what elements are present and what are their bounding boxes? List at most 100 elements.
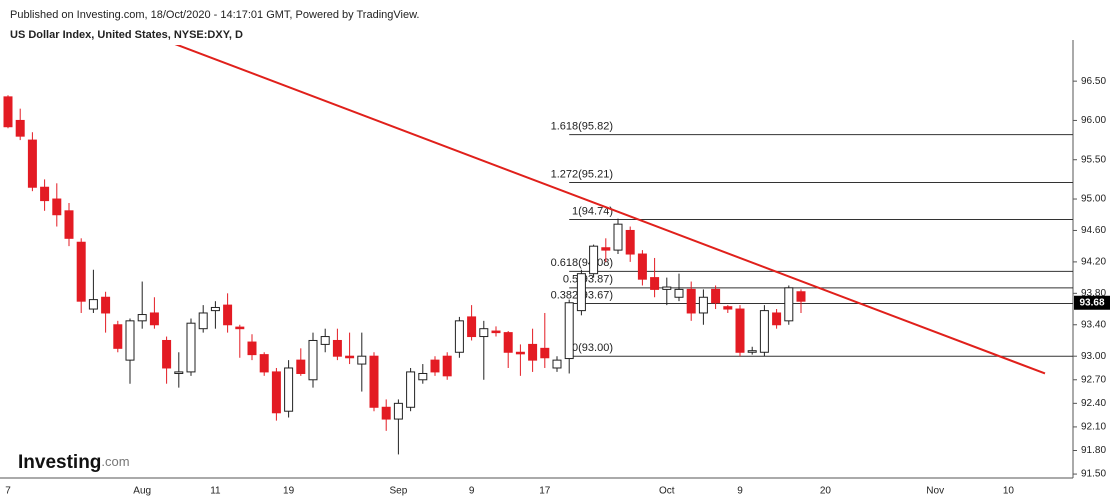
x-tick-label: Aug [133,486,151,497]
candle-body [430,359,440,373]
candle-body [784,287,794,322]
candle-body [686,288,696,314]
candle-body [589,245,599,275]
candle-body [406,371,416,408]
x-tick-label: 20 [820,486,832,497]
x-tick-label: 9 [469,486,475,497]
candle-body [418,372,428,381]
x-tick-label: Oct [659,486,675,497]
candle-body [296,359,306,374]
y-tick-label: 92.10 [1081,422,1106,433]
candle-body [369,355,379,408]
candle-body [759,310,769,353]
candle-body [772,312,782,326]
candle-body [235,326,245,330]
last-price-label: 93.68 [1079,297,1104,308]
chart-title: US Dollar Index, United States, NYSE:DXY… [10,29,243,41]
candle-body [467,316,477,338]
candle-body [735,308,745,353]
y-tick-label: 91.80 [1081,445,1106,456]
candle-body [27,139,37,188]
candle-body [491,330,501,334]
candle-body [674,288,684,298]
x-tick-label: 19 [283,486,295,497]
candle-body [3,96,13,128]
fib-label: 0.618(94.08) [551,257,613,269]
candle-body [625,229,635,255]
y-tick-label: 93.40 [1081,319,1106,330]
candle-body [137,314,147,322]
last-price-tag [1074,295,1110,310]
trendline [174,45,1046,375]
candle-body [381,406,391,420]
candle-body [479,328,489,338]
candle-body [88,299,98,310]
candle-body [162,339,172,369]
candle-body [76,241,86,302]
candle-body [662,286,672,290]
y-tick-label: 94.20 [1081,257,1106,268]
publisher-note: Published on Investing.com, 18/Oct/2020 … [10,9,419,21]
candle-body [796,291,806,302]
y-tick-label: 94.60 [1081,225,1106,236]
fib-label: 1(94.74) [572,205,613,217]
fib-label: 1.272(95.21) [551,168,613,180]
y-tick-label: 95.00 [1081,194,1106,205]
watermark-brand: Investing [18,452,101,473]
x-tick-label: Sep [390,486,408,497]
candle-body [259,354,269,373]
y-tick-label: 91.50 [1081,469,1106,480]
candle-body [613,223,623,251]
candle-body [186,322,196,373]
candle-body [393,402,403,420]
candle-body [345,355,355,359]
fib-label: 0.5(93.87) [563,274,613,286]
candle-body [320,336,330,345]
candle-body [284,367,294,412]
candle-body [552,359,562,369]
y-tick-label: 96.00 [1081,115,1106,126]
candle-body [210,306,220,312]
candle-body [40,186,50,202]
y-tick-label: 92.40 [1081,398,1106,409]
candle-body [698,296,708,314]
candle-body [15,119,25,137]
candle-body [64,210,74,239]
fib-label: 1.618(95.82) [551,120,613,132]
candle-body [503,332,513,353]
candle-body [52,198,62,216]
x-tick-label: 11 [210,486,221,497]
x-tick-label: 7 [5,486,11,497]
candle-body [247,341,257,356]
candle-body [650,277,660,290]
candle-body [528,343,538,361]
candle-body [723,306,733,310]
candle-body [149,312,159,326]
candle-body [442,355,452,377]
x-tick-label: 10 [1003,486,1015,497]
x-tick-label: Nov [926,486,944,497]
candle-body [515,351,525,355]
fib-label: 0(93.00) [572,342,613,354]
candle-body [332,339,342,357]
candle-body [637,253,647,280]
candle-body [113,324,123,349]
y-tick-label: 95.50 [1081,154,1106,165]
y-tick-label: 96.50 [1081,76,1106,87]
candle-body [357,355,367,365]
candle-body [540,347,550,359]
x-tick-label: 17 [539,486,551,497]
candle-body [174,371,184,374]
candle-body [747,350,757,353]
candle-body [601,247,611,251]
y-tick-label: 93.00 [1081,351,1106,362]
candle-body [576,273,586,312]
watermark-suffix: .com [101,454,129,469]
candle-body [101,296,111,314]
candle-body [125,320,135,361]
candle-body [198,312,208,330]
candle-body [711,288,721,304]
x-tick-label: 9 [737,486,743,497]
candle-body [454,320,464,353]
